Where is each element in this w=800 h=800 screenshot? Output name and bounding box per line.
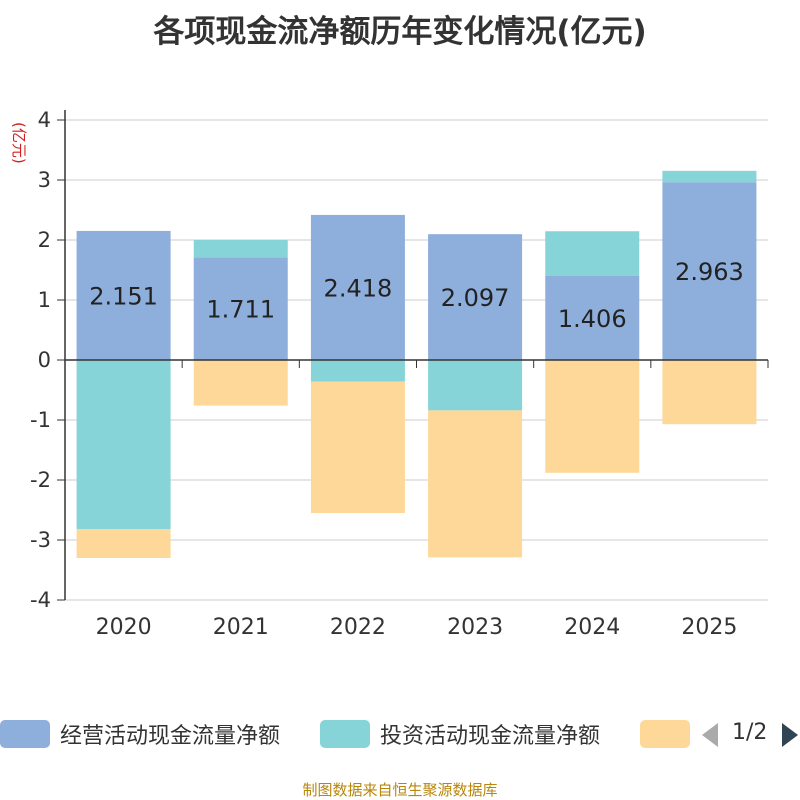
- bar-financing-2020: [76, 529, 171, 558]
- bar-operating-2020: [76, 230, 171, 360]
- bar-investing-2021: [193, 239, 288, 258]
- legend-prev-page-icon[interactable]: [702, 723, 718, 747]
- bar-chart: -4 -3 -2 -1 0 1 2 3 4 2.151 2020 1.711 2021 2.418 2022…: [10, 108, 769, 640]
- chart-title: 各项现金流净额历年变化情况(亿元): [153, 14, 647, 50]
- x-tick-label-2025: 2025: [681, 615, 737, 640]
- legend-label-investing: 投资活动现金流量净额: [380, 724, 601, 749]
- bar-financing-2023: [428, 410, 523, 558]
- y-tick-label: -1: [30, 408, 51, 432]
- bar-financing-2025: [662, 360, 757, 425]
- x-tick-label-2022: 2022: [330, 615, 386, 640]
- data-label-2022: 2.418: [324, 274, 393, 302]
- legend-item-operating[interactable]: 经营活动现金流量净额: [0, 716, 310, 752]
- y-tick-label: 1: [38, 288, 51, 312]
- legend-swatch-financing: [640, 720, 690, 748]
- data-label-2025: 2.963: [675, 258, 744, 286]
- y-tick-label: -4: [30, 588, 51, 612]
- bar-financing-2022: [310, 381, 405, 513]
- y-tick-label: -3: [30, 528, 51, 552]
- x-tick-label-2024: 2024: [564, 615, 620, 640]
- y-tick-label: -2: [30, 468, 51, 492]
- legend-label-operating: 经营活动现金流量净额: [60, 724, 281, 749]
- x-tick-label-2021: 2021: [213, 615, 269, 640]
- bar-operating-2022: [310, 214, 405, 360]
- legend-swatch-operating: [0, 720, 50, 748]
- legend-next-page-icon[interactable]: [782, 723, 798, 747]
- y-tick-label: 2: [38, 228, 51, 252]
- bar-operating-2023: [428, 234, 523, 360]
- data-label-2023: 2.097: [441, 284, 510, 312]
- bar-investing-2022: [310, 360, 405, 382]
- bar-operating-2021: [193, 257, 288, 360]
- x-tick-label-2020: 2020: [96, 615, 152, 640]
- legend-swatch-investing: [320, 720, 370, 748]
- legend-page-indicator: 1/2: [732, 720, 768, 745]
- y-tick-label: 3: [38, 168, 51, 192]
- y-tick-label: 0: [38, 348, 51, 372]
- bar-investing-2023: [428, 360, 523, 411]
- bar-operating-2024: [545, 275, 640, 360]
- bar-investing-2020: [76, 360, 171, 530]
- legend: 经营活动现金流量净额 投资活动现金流量净额: [0, 716, 800, 752]
- legend-item-investing[interactable]: 投资活动现金流量净额: [320, 716, 630, 752]
- bar-financing-2021: [193, 360, 288, 406]
- bar-investing-2025: [662, 170, 757, 183]
- x-tick-label-2023: 2023: [447, 615, 503, 640]
- y-axis-label: (亿元): [10, 122, 28, 164]
- bar-financing-2024: [545, 360, 640, 473]
- y-tick-label: 4: [38, 108, 51, 132]
- bar-investing-2024: [545, 231, 640, 276]
- legend-pager: 1/2: [700, 716, 800, 752]
- data-label-2021: 1.711: [206, 296, 275, 324]
- legend-item-financing[interactable]: [640, 716, 690, 752]
- bar-operating-2025: [662, 182, 757, 360]
- data-source-note: 制图数据来自恒生聚源数据库: [302, 781, 498, 799]
- data-label-2020: 2.151: [89, 282, 158, 310]
- data-label-2024: 1.406: [558, 305, 627, 333]
